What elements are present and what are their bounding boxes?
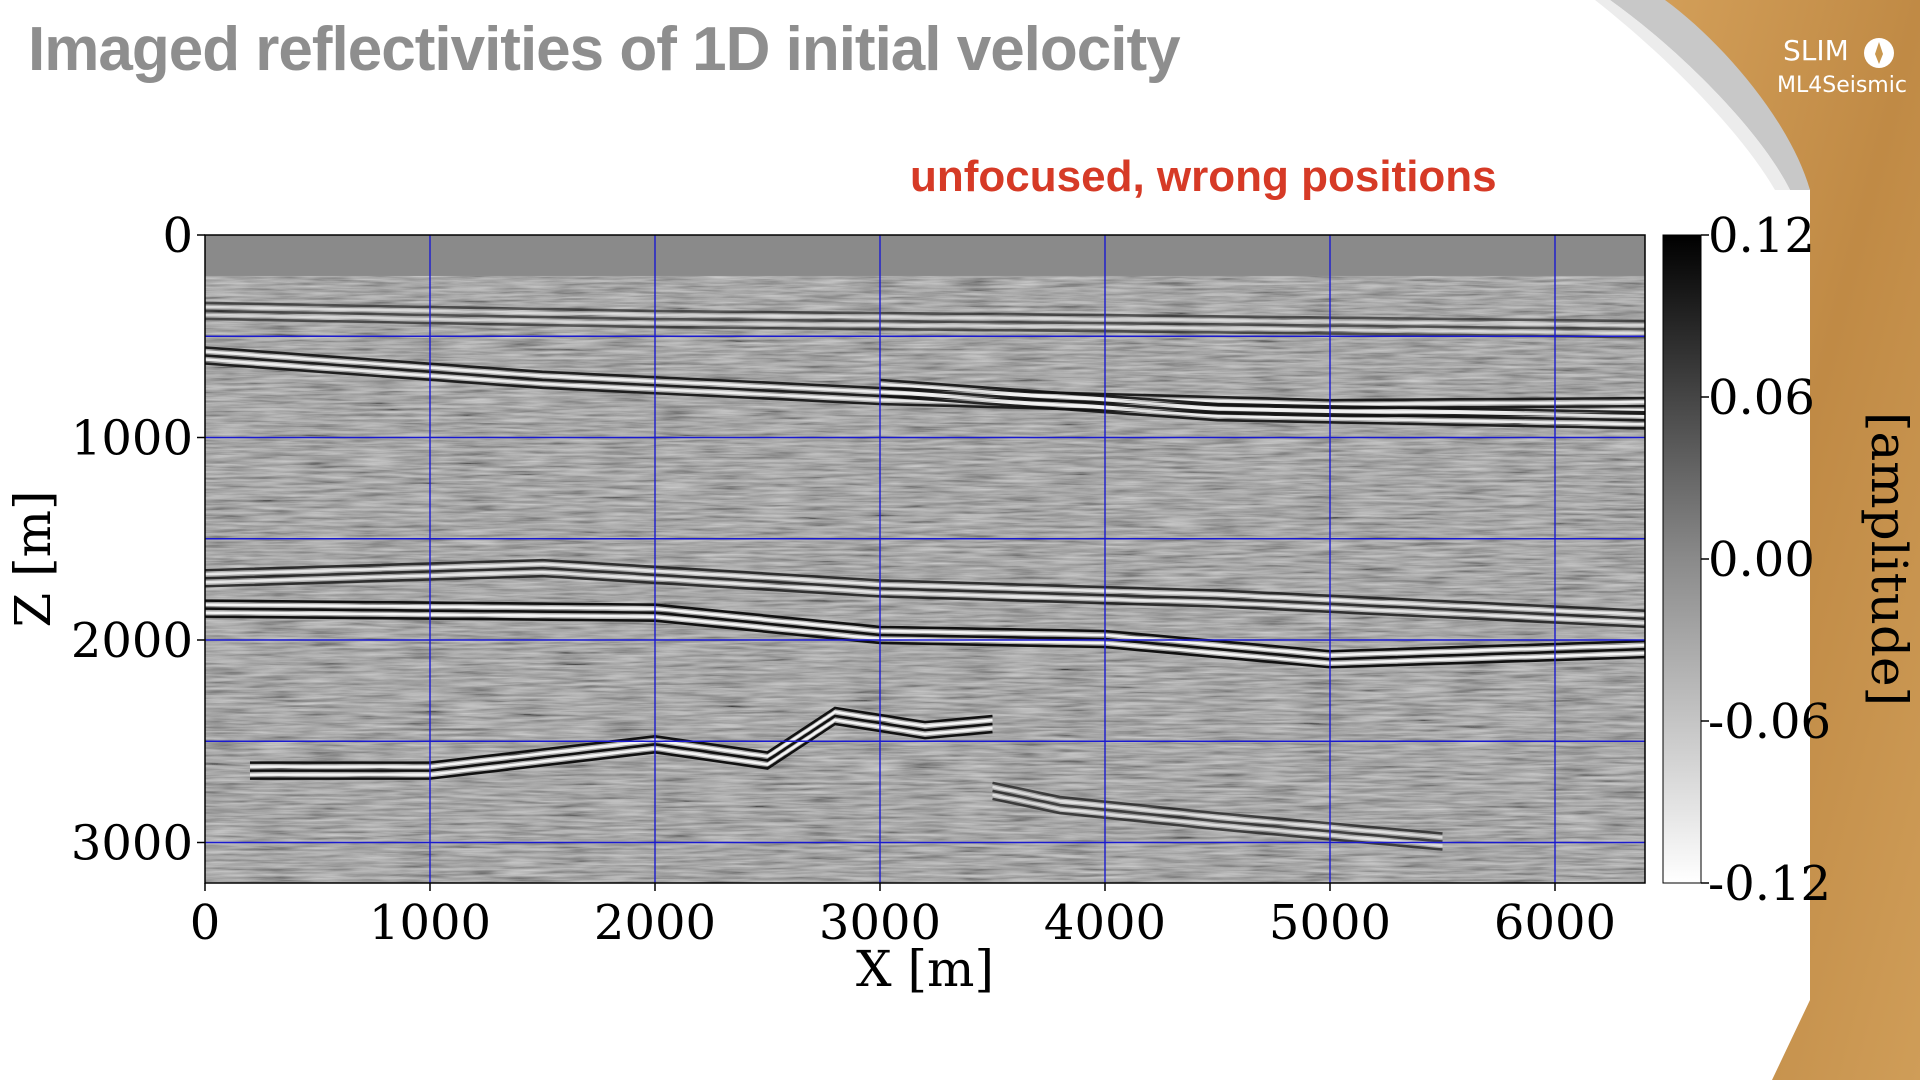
y-tick-label: 2000	[71, 613, 193, 669]
logo-slim-text: SLIM	[1783, 34, 1849, 67]
reflector-mid-2-band-2	[204, 607, 1646, 661]
x-tick-label: 4000	[1044, 895, 1166, 951]
colorbar-ticks: 0.12 0.06 0.00 -0.06 -0.12	[1701, 208, 1831, 912]
x-tick-label: 3000	[819, 895, 941, 951]
reflector-shallow-3-band-0	[879, 378, 1646, 414]
x-tick-label: 2000	[594, 895, 716, 951]
x-tick-label: 6000	[1494, 895, 1616, 951]
slide-title: Imaged reflectivities of 1D initial velo…	[28, 15, 1181, 84]
colorbar: 0.12 0.06 0.00 -0.06 -0.12 [amplitude]	[1662, 208, 1918, 912]
y-tick-label: 0	[162, 208, 193, 264]
colorbar-tick-label: -0.06	[1708, 694, 1831, 750]
x-axis-label: X [m]	[856, 940, 994, 998]
y-axis-ticks: 0 1000 2000 3000	[71, 208, 205, 872]
colorbar-tick-label: -0.12	[1708, 856, 1831, 912]
annotation-text: unfocused, wrong positions	[910, 152, 1497, 201]
reflector-shallow-3-band-1	[879, 382, 1646, 418]
colorbar-label: [amplitude]	[1860, 412, 1918, 706]
reflector-shallow-3-band-2	[879, 386, 1646, 422]
slim-globe-icon	[1864, 38, 1894, 68]
x-axis-ticks: 0 1000 2000 3000 4000 5000 6000	[190, 883, 1616, 951]
colorbar-tick-label: 0.06	[1708, 370, 1815, 426]
grey-swoosh	[1610, 0, 1810, 190]
grid-lines	[205, 235, 1645, 883]
colorbar-tick-label: 0.00	[1708, 532, 1815, 588]
logo-subtitle: ML4Seismic	[1777, 73, 1907, 98]
x-tick-label: 1000	[369, 895, 491, 951]
plot-frame	[204, 234, 1646, 884]
reflector-mid-2-band-4	[204, 615, 1646, 669]
reflector-mid-2-band-1	[204, 603, 1646, 657]
reflector-shallow-3-band-4	[879, 394, 1646, 430]
y-tick-label: 3000	[71, 816, 193, 872]
x-tick-label: 5000	[1269, 895, 1391, 951]
image-area	[204, 234, 1646, 884]
colorbar-gradient	[1662, 234, 1702, 884]
colorbar-tick-label: 0.12	[1708, 208, 1815, 264]
y-tick-label: 1000	[71, 411, 193, 467]
water-layer	[205, 235, 1645, 276]
reflector-shallow-3-band-3	[879, 390, 1646, 426]
wood-panel	[1640, 0, 1920, 1080]
reflector-mid-2-band-0	[204, 599, 1646, 653]
reflector-mid-2-band-3	[204, 611, 1646, 665]
x-tick-label: 0	[190, 895, 221, 951]
white-swoosh	[1595, 0, 1790, 190]
y-axis-label: Z [m]	[4, 490, 62, 627]
